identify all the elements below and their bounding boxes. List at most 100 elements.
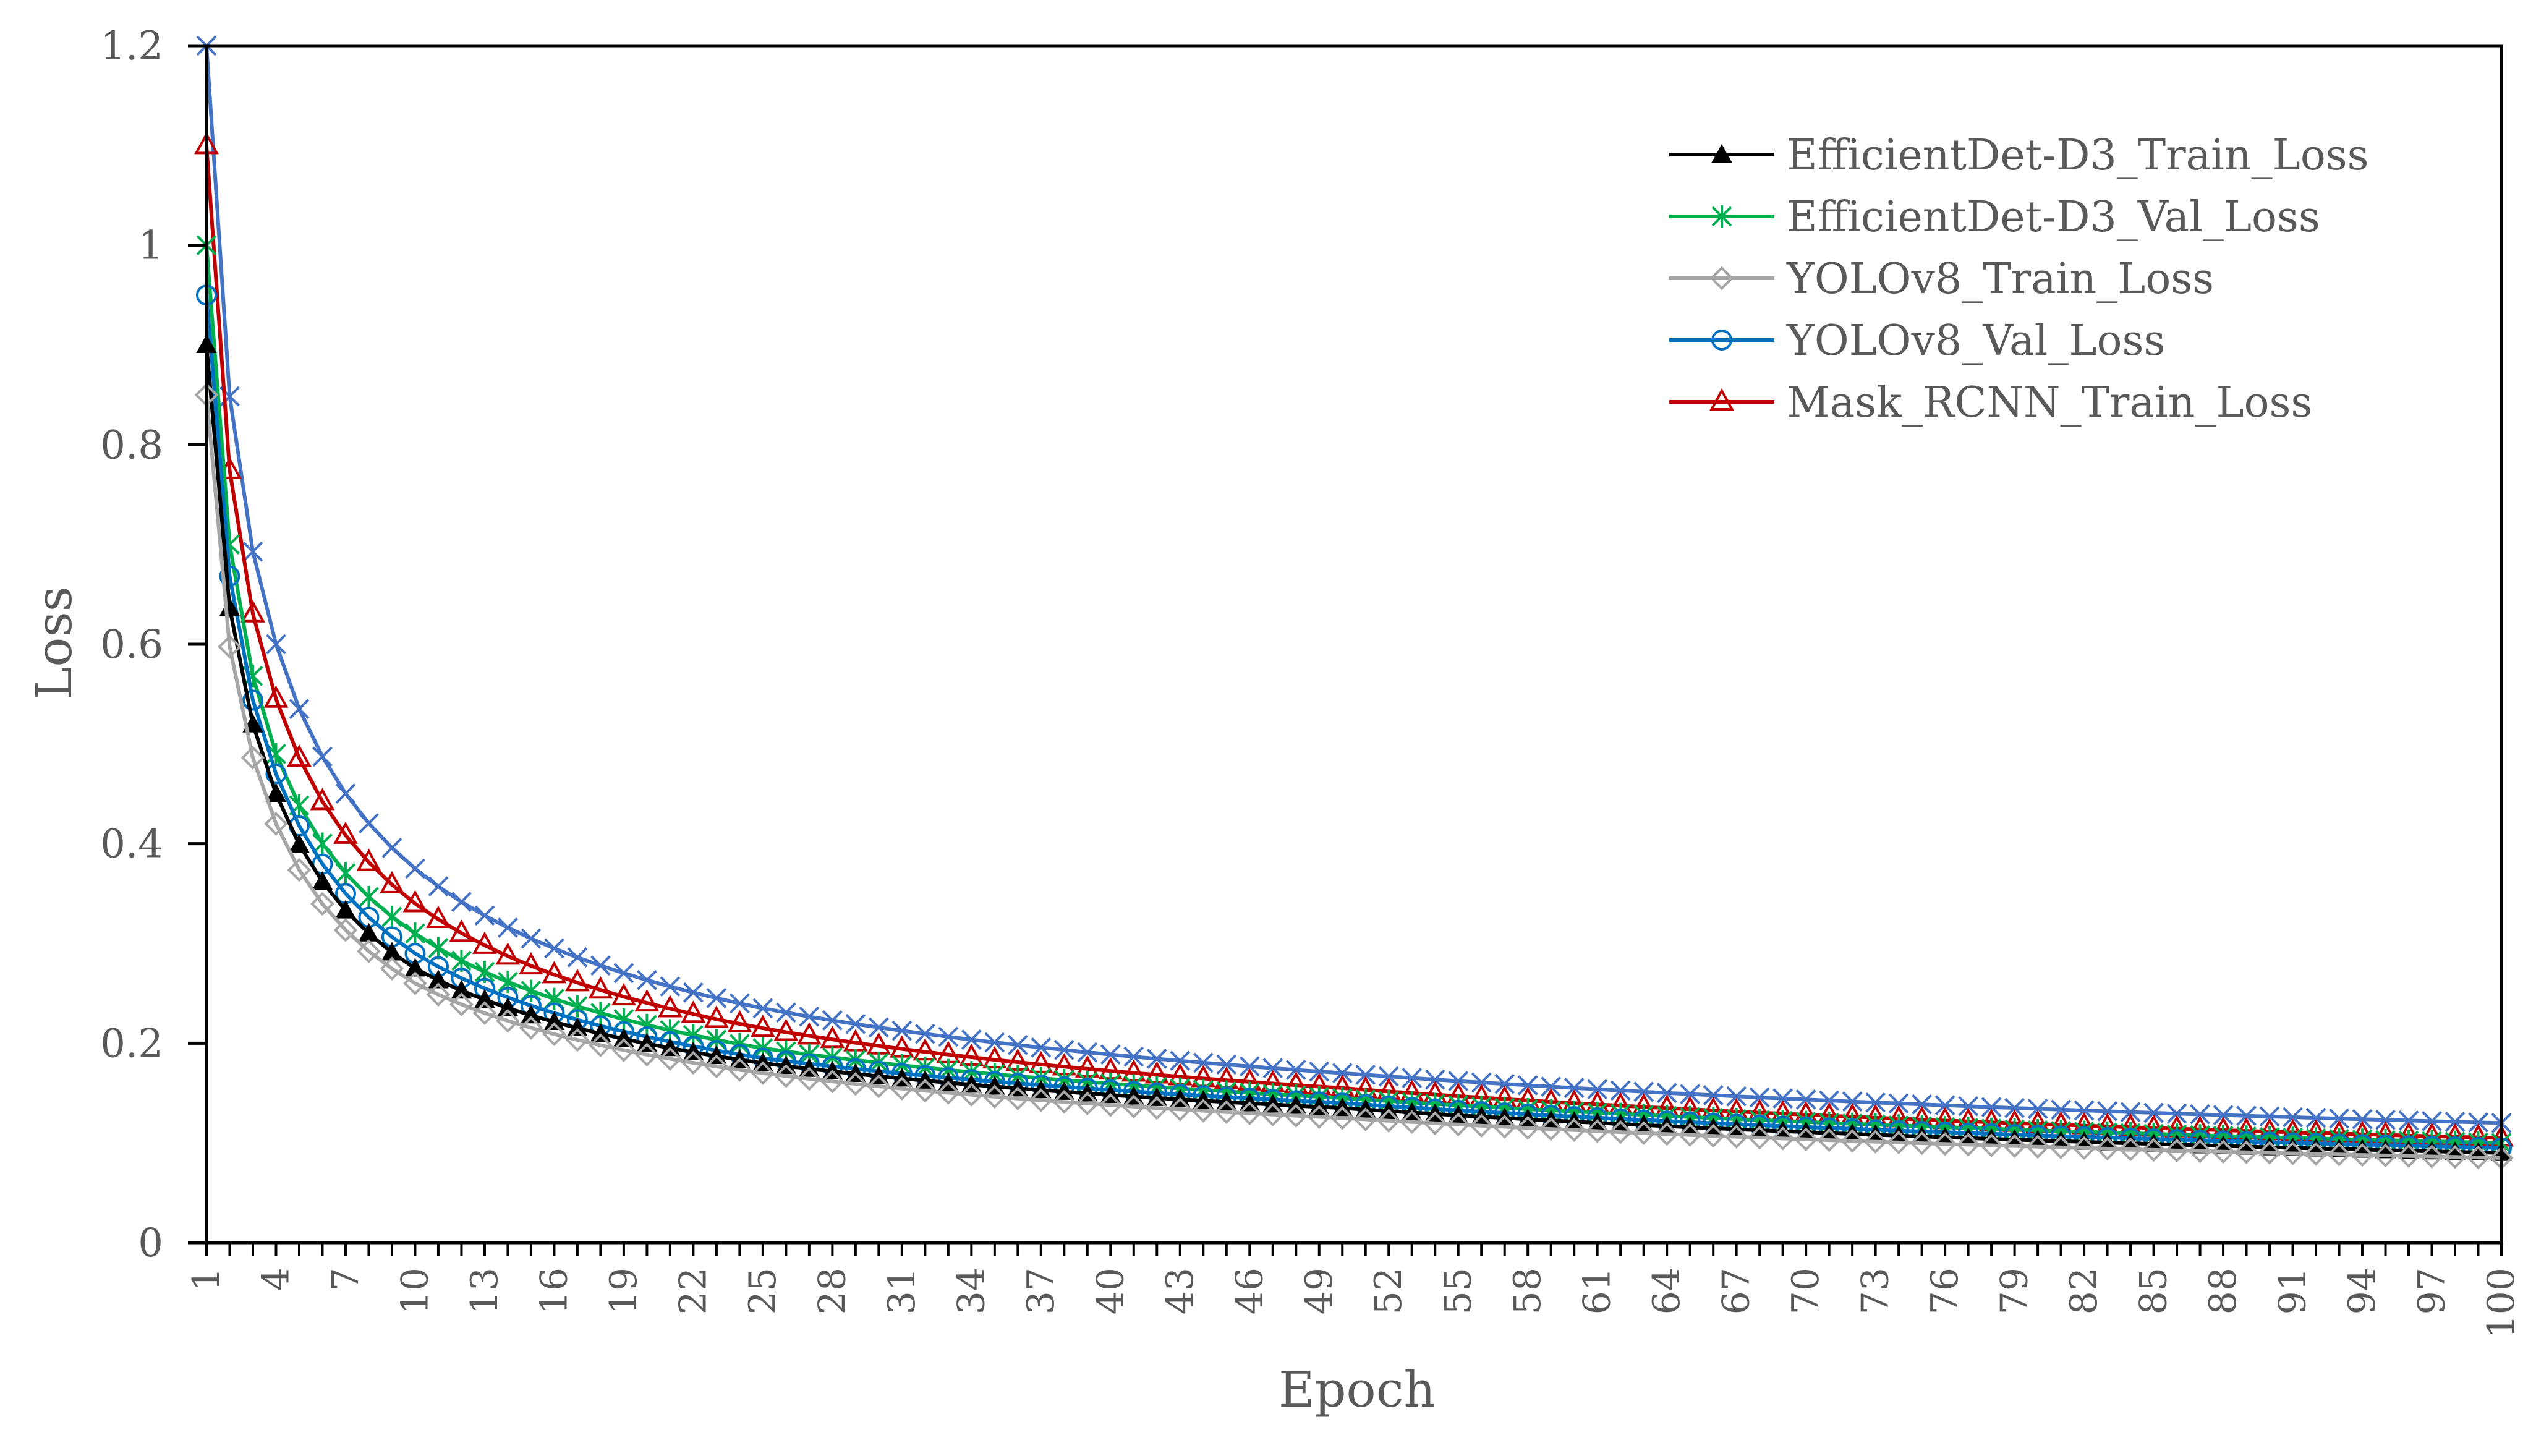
data-point (843, 1071, 868, 1096)
data-point (775, 1002, 796, 1023)
data-point (822, 1010, 843, 1031)
data-point (984, 1032, 1005, 1053)
data-point (2281, 1141, 2305, 1165)
legend-label: YOLOv8_Val_Loss (1786, 317, 2165, 365)
data-point (590, 1023, 611, 1042)
data-point (611, 1038, 636, 1062)
data-point (521, 928, 542, 949)
data-point (634, 989, 660, 1012)
data-point (2004, 1097, 2025, 1118)
data-point (265, 783, 287, 802)
data-point (2468, 1112, 2488, 1133)
data-point (1934, 1095, 1955, 1116)
data-point (335, 900, 356, 919)
x-tick-label: 19 (602, 1267, 645, 1314)
data-point (403, 971, 427, 995)
data-point (2398, 1110, 2419, 1131)
x-tick-label: 97 (2410, 1267, 2454, 1314)
data-point (1711, 205, 1732, 228)
data-point (565, 969, 590, 992)
data-point (2466, 1145, 2490, 1170)
data-point (2375, 1109, 2396, 1130)
data-point (1494, 1073, 1515, 1094)
data-point (1376, 1109, 1401, 1133)
data-point (2211, 1139, 2236, 1164)
data-point (2188, 1139, 2212, 1164)
data-point (2072, 1136, 2096, 1160)
legend-label: EfficientDet-D3_Val_Loss (1787, 193, 2320, 242)
x-tick-label: 61 (1576, 1267, 1619, 1314)
data-point (1979, 1133, 2004, 1157)
x-tick-label: 22 (671, 1267, 715, 1314)
data-point (1330, 1106, 1355, 1130)
data-point (242, 689, 263, 711)
series-unlabeled-x (196, 35, 2512, 1133)
data-point (2304, 1142, 2328, 1166)
data-point (1863, 1130, 1887, 1154)
x-tick-label: 88 (2202, 1267, 2245, 1314)
data-point (706, 987, 727, 1008)
data-point (936, 1081, 961, 1105)
data-point (2257, 1141, 2282, 1165)
data-point (1562, 1118, 1586, 1143)
data-point (497, 997, 519, 1016)
data-point (1703, 1085, 1724, 1105)
data-point (1709, 388, 1734, 411)
data-point (752, 998, 773, 1019)
data-point (1423, 1111, 1447, 1136)
x-tick-label: 85 (2132, 1267, 2176, 1314)
data-point (2166, 1103, 2187, 1124)
data-point (1711, 143, 1732, 163)
data-point (451, 980, 472, 999)
data-point (773, 1018, 799, 1041)
data-point (1724, 1125, 1748, 1149)
series-efficientdet-d3-train-loss (196, 334, 2512, 1161)
data-point (357, 939, 381, 963)
x-tick-label: 34 (950, 1267, 993, 1314)
data-point (683, 982, 704, 1003)
data-point (1029, 1088, 1053, 1112)
data-point (2234, 1140, 2258, 1165)
data-point (1075, 1091, 1100, 1116)
legend-entry: EfficientDet-D3_Val_Loss (1669, 193, 2320, 242)
x-tick-label: 46 (1228, 1267, 1271, 1314)
data-point (521, 979, 542, 1002)
legend-label: EfficientDet-D3_Train_Loss (1787, 131, 2369, 180)
x-tick-label: 82 (2062, 1267, 2106, 1314)
data-point (333, 918, 358, 942)
y-tick-label: 1 (138, 223, 163, 269)
data-point (380, 871, 404, 893)
data-point (1332, 1063, 1353, 1084)
legend-entry: EfficientDet-D3_Train_Loss (1669, 131, 2369, 180)
data-point (1819, 1090, 1840, 1111)
data-point (2051, 1099, 2072, 1120)
data-point (289, 833, 310, 853)
data-point (1170, 1050, 1191, 1071)
data-point (1654, 1122, 1679, 1146)
data-point (498, 917, 518, 938)
data-point (1307, 1105, 1332, 1129)
data-point (1100, 1044, 1121, 1065)
data-point (1772, 1088, 1793, 1109)
data-point (543, 1011, 565, 1031)
axis-layer: 0 0.2 0.4 0.6 0.8 1 1.2 1 4 7 10 13 16 19 22 25 28 31 34 37… (100, 23, 2523, 1339)
data-point (1448, 1071, 1469, 1091)
data-point (264, 812, 288, 836)
data-point (1285, 1060, 1306, 1080)
data-point (451, 892, 472, 913)
data-point (611, 982, 636, 1006)
data-point (242, 541, 263, 562)
data-point (333, 821, 358, 844)
data-point (2236, 1105, 2257, 1126)
data-point (867, 1074, 891, 1099)
data-point (590, 955, 611, 976)
series-mask-rcnn-train-loss (194, 132, 2514, 1147)
y-tick-label: 0 (138, 1220, 163, 1266)
x-tick-label: 70 (1784, 1267, 1828, 1314)
legend-entry: Mask_RCNN_Train_Loss (1669, 378, 2312, 427)
legend: EfficientDet-D3_Train_Loss EfficientDet-D… (1669, 131, 2369, 427)
data-point (2025, 1135, 2050, 1159)
data-point (405, 858, 425, 879)
